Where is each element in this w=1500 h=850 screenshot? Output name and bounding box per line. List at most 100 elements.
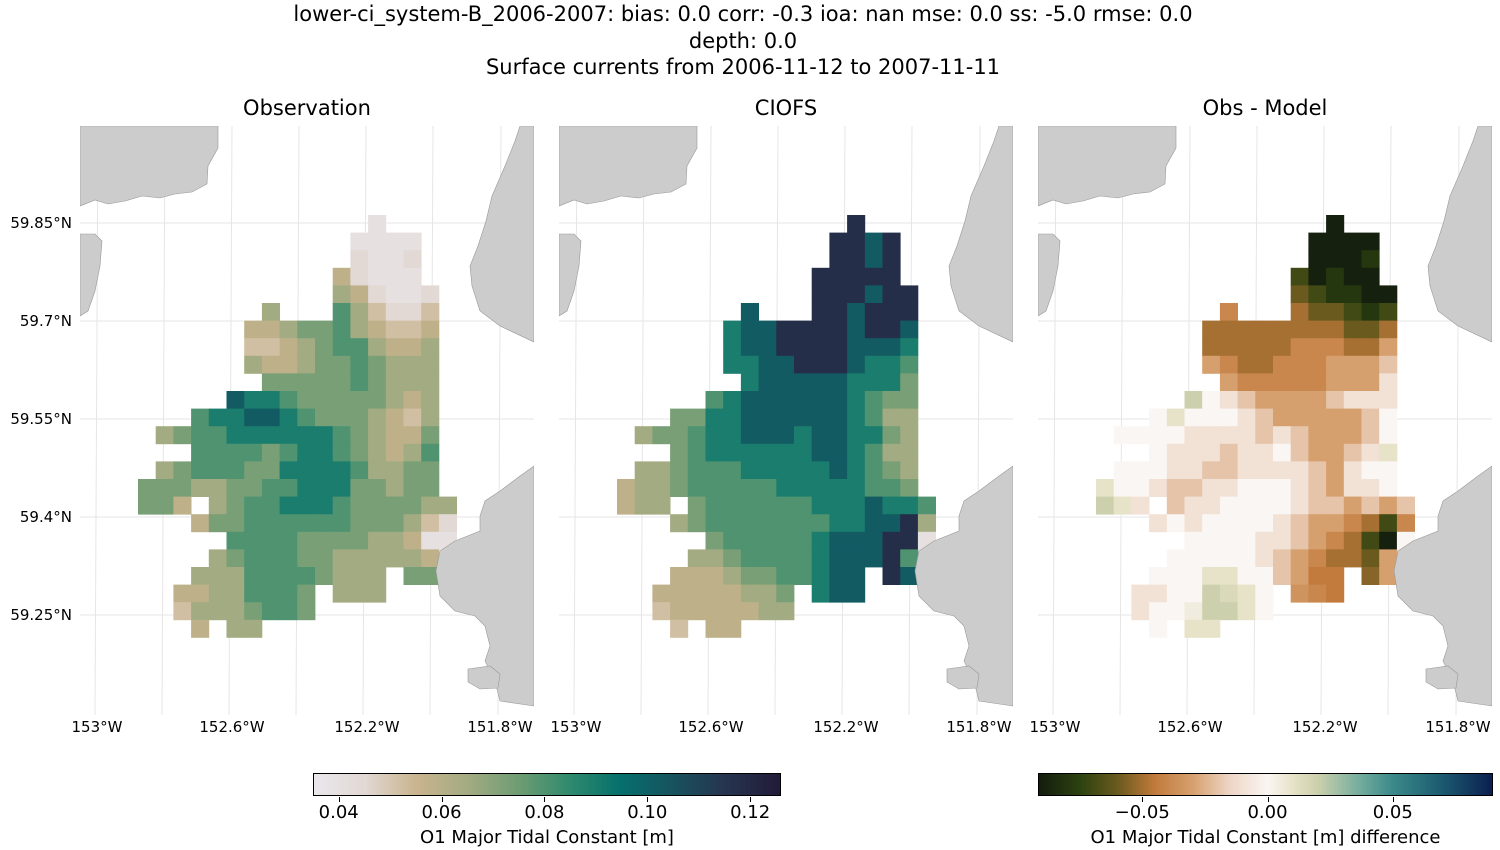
grid-cell [1184, 426, 1203, 445]
grid-cell [723, 408, 742, 427]
grid-cell [811, 443, 830, 462]
grid-cell [1202, 567, 1221, 585]
grid-cell [297, 373, 316, 392]
grid-cell [758, 496, 777, 515]
grid-cell [368, 285, 387, 304]
grid-cell [847, 426, 866, 445]
grid-cell [1326, 549, 1345, 568]
grid-cell [368, 496, 387, 515]
colorbar-tick [647, 797, 649, 802]
lon-tick-label: 152.2°W [1292, 718, 1358, 736]
grid-cell [1237, 496, 1256, 515]
grid-cell [191, 619, 210, 638]
grid-cell [297, 426, 316, 445]
panel-title-difference: Obs - Model [1202, 96, 1328, 120]
grid-cell [350, 303, 369, 321]
grid-cell [1184, 549, 1203, 568]
grid-cell [740, 496, 759, 515]
lon-tick-label: 153°W [550, 718, 602, 736]
grid-cell [829, 285, 848, 304]
grid-cell [1184, 514, 1203, 533]
grid-cell [1237, 549, 1256, 568]
grid-cell [332, 338, 351, 357]
grid-cell [1202, 391, 1221, 409]
map-canvas [80, 126, 534, 715]
grid-cell [758, 391, 777, 409]
grid-cell [244, 338, 263, 357]
grid-cell [1096, 479, 1115, 497]
grid-cell [261, 373, 280, 392]
grid-cell [1255, 408, 1274, 427]
grid-cell [670, 443, 689, 462]
grid-cell [687, 408, 706, 427]
grid-cell [332, 303, 351, 321]
grid-cell [332, 426, 351, 445]
grid-cell [1219, 443, 1238, 462]
grid-cell [847, 215, 866, 233]
grid-cell [1202, 320, 1221, 339]
grid-cell [811, 426, 830, 445]
grid-cell [900, 285, 919, 304]
grid-cell [1290, 338, 1309, 357]
grid-cell [670, 584, 689, 603]
grid-cell [421, 567, 440, 585]
grid-cell [1343, 373, 1362, 392]
grid-cell [368, 549, 387, 568]
grid-cell [829, 338, 848, 357]
grid-cell [1326, 408, 1345, 427]
grid-cell [847, 338, 866, 357]
grid-cell [652, 461, 671, 480]
grid-cell [900, 391, 919, 409]
grid-cell [1361, 391, 1380, 409]
grid-cell [1308, 285, 1327, 304]
grid-cell [829, 479, 848, 497]
grid-cell [385, 285, 404, 304]
grid-cell [794, 426, 813, 445]
grid-cell [1290, 514, 1309, 533]
colorbar-tick-label: −0.05 [1114, 802, 1170, 823]
grid-cell [385, 514, 404, 533]
colorbar-tick-label: 0.00 [1247, 802, 1288, 823]
lon-tick-label: 152.6°W [1157, 718, 1223, 736]
grid-cell [864, 250, 883, 269]
grid-cell [261, 391, 280, 409]
grid-cell [900, 320, 919, 339]
grid-cell [279, 479, 298, 497]
grid-cell [1273, 355, 1292, 374]
grid-cell [1237, 567, 1256, 585]
grid-cell [882, 391, 901, 409]
grid-cell [1343, 267, 1362, 286]
grid-cell [350, 232, 369, 251]
grid-cell [297, 461, 316, 480]
grid-cell [917, 496, 936, 515]
grid-cell [758, 355, 777, 374]
grid-cell [811, 584, 830, 603]
grid-cell [1273, 479, 1292, 497]
grid-cell [368, 514, 387, 533]
grid-cell [670, 514, 689, 533]
grid-cell [279, 496, 298, 515]
grid-cell [1343, 285, 1362, 304]
grid-cell [1308, 391, 1327, 409]
grid-cell [794, 461, 813, 480]
grid-cell [740, 391, 759, 409]
grid-cell [900, 338, 919, 357]
grid-cell [244, 602, 263, 621]
grid-cell [191, 461, 210, 480]
colorbar-tick [441, 797, 443, 802]
grid-cell [794, 496, 813, 515]
grid-cell [350, 391, 369, 409]
grid-cell [900, 373, 919, 392]
grid-cell [297, 531, 316, 550]
grid-cell [829, 232, 848, 251]
grid-cell [723, 549, 742, 568]
grid-cell [882, 461, 901, 480]
grid-cell [705, 549, 724, 568]
grid-cell [1166, 479, 1185, 497]
grid-cell [705, 514, 724, 533]
colorbar-tick [1392, 797, 1394, 802]
meridian-gridline [640, 126, 645, 715]
grid-cell [1379, 567, 1398, 585]
lat-tick-label: 59.4°N [19, 508, 72, 526]
grid-cell [173, 426, 192, 445]
